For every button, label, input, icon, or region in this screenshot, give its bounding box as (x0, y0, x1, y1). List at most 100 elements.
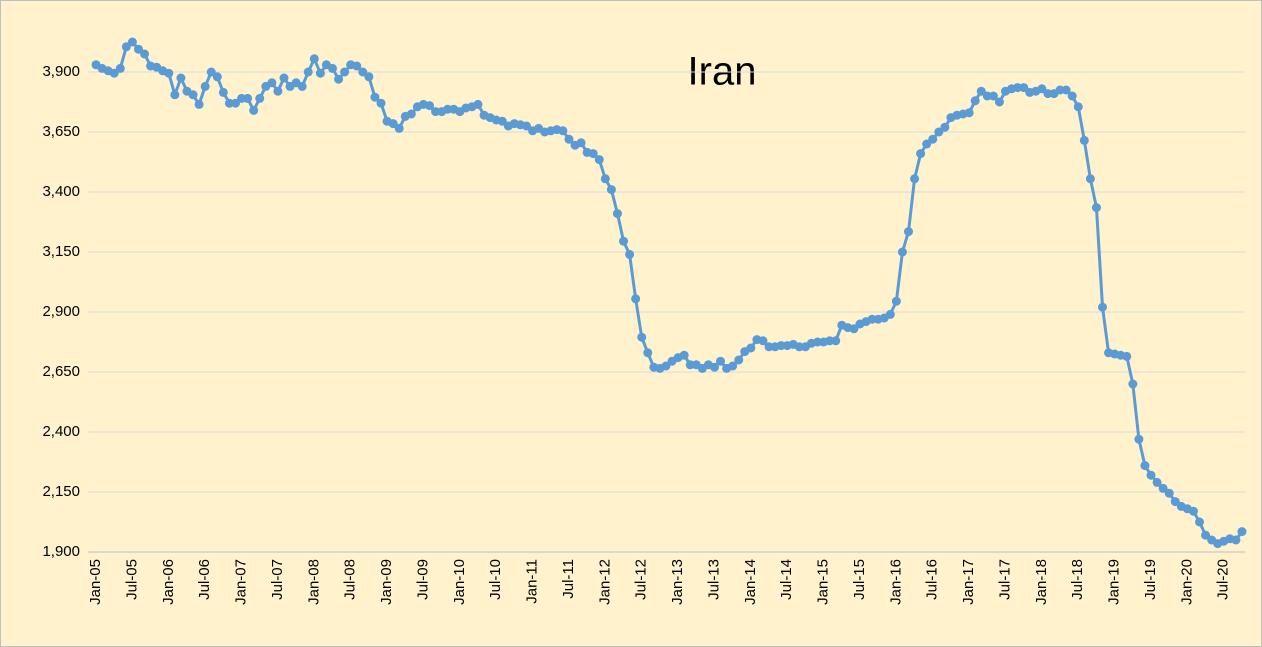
x-tick-label: Jan-19 (1106, 559, 1123, 605)
data-point (606, 185, 616, 195)
data-point (1085, 174, 1095, 184)
data-point (425, 101, 435, 111)
data-point (1122, 351, 1132, 361)
data-point (637, 332, 647, 342)
data-point (1231, 535, 1241, 545)
data-point (327, 63, 337, 73)
x-tick-label: Jul-14 (778, 559, 795, 600)
data-point (1170, 497, 1180, 507)
y-tick-label: 2,650 (42, 363, 80, 380)
x-tick-label: Jul-15 (851, 559, 868, 600)
data-point (903, 227, 913, 237)
data-point (661, 361, 671, 371)
data-point (631, 294, 641, 304)
data-point (910, 174, 920, 184)
data-point (891, 296, 901, 306)
data-point (352, 61, 362, 71)
data-point (279, 73, 289, 83)
data-point (916, 149, 926, 159)
x-tick-label: Jan-16 (887, 559, 904, 605)
x-tick-label: Jul-06 (196, 559, 213, 600)
data-point (849, 324, 859, 334)
data-point (1134, 434, 1144, 444)
x-tick-label: Jul-10 (487, 559, 504, 600)
data-point (194, 99, 204, 109)
data-point (994, 97, 1004, 107)
data-point (406, 109, 416, 119)
x-tick-label: Jul-11 (560, 559, 577, 599)
data-point (334, 74, 344, 84)
data-point (243, 93, 253, 103)
data-point (473, 99, 483, 109)
x-tick-label: Jan-06 (160, 559, 177, 605)
x-tick-label: Jan-10 (451, 559, 468, 605)
x-tick-label: Jul-09 (414, 559, 431, 600)
x-tick-label: Jan-07 (233, 559, 250, 605)
y-tick-label: 2,150 (42, 483, 80, 500)
x-tick-label: Jul-20 (1215, 559, 1232, 600)
x-tick-label: Jan-15 (815, 559, 832, 605)
data-point (297, 81, 307, 91)
data-point (922, 139, 932, 149)
y-tick-label: 3,650 (42, 123, 80, 140)
data-point (127, 37, 137, 47)
data-point (619, 236, 629, 246)
data-point (643, 348, 653, 358)
x-tick-label: Jul-16 (924, 559, 941, 600)
data-point (1128, 379, 1138, 389)
x-tick-label: Jul-18 (1069, 559, 1086, 600)
x-tick-label: Jul-12 (633, 559, 650, 600)
data-point (940, 122, 950, 132)
data-point (576, 138, 586, 148)
data-point (133, 44, 143, 54)
data-point (1019, 83, 1029, 93)
data-point (976, 86, 986, 96)
data-point (1098, 302, 1108, 312)
x-tick-label: Jan-09 (378, 559, 395, 605)
data-point (497, 116, 507, 126)
data-point (1037, 84, 1047, 94)
data-point (1091, 203, 1101, 213)
data-point (1164, 488, 1174, 498)
data-point (218, 87, 228, 97)
data-point (315, 68, 325, 78)
data-point (964, 108, 974, 118)
x-tick-label: Jul-07 (269, 559, 286, 600)
x-tick-label: Jul-13 (705, 559, 722, 600)
data-point (1073, 102, 1083, 112)
data-point (188, 90, 198, 100)
data-point (309, 54, 319, 64)
data-point (358, 67, 368, 77)
data-point (1140, 461, 1150, 471)
data-point (1201, 530, 1211, 540)
data-point (1188, 506, 1198, 516)
x-tick-label: Jan-11 (524, 559, 541, 604)
data-point (176, 73, 186, 83)
data-point (594, 155, 604, 165)
data-point (394, 123, 404, 133)
data-point (612, 209, 622, 219)
x-tick-label: Jul-05 (123, 559, 140, 600)
data-point (564, 134, 574, 144)
x-tick-label: Jan-17 (960, 559, 977, 605)
data-point (588, 149, 598, 159)
data-point (558, 126, 568, 136)
y-tick-label: 3,900 (42, 63, 80, 80)
data-point (364, 72, 374, 82)
data-point (625, 249, 635, 259)
data-point (303, 67, 313, 77)
x-tick-label: Jan-08 (305, 559, 322, 605)
data-point (1237, 527, 1247, 537)
data-point (934, 127, 944, 137)
y-tick-label: 1,900 (42, 543, 80, 560)
data-point (928, 134, 938, 144)
data-point (1152, 477, 1162, 487)
data-point (600, 174, 610, 184)
data-point (212, 72, 222, 82)
x-tick-label: Jan-14 (742, 559, 759, 605)
data-point (1061, 85, 1071, 95)
data-point (988, 91, 998, 101)
y-tick-label: 3,400 (42, 183, 80, 200)
data-point (376, 98, 386, 108)
y-tick-label: 3,150 (42, 243, 80, 260)
